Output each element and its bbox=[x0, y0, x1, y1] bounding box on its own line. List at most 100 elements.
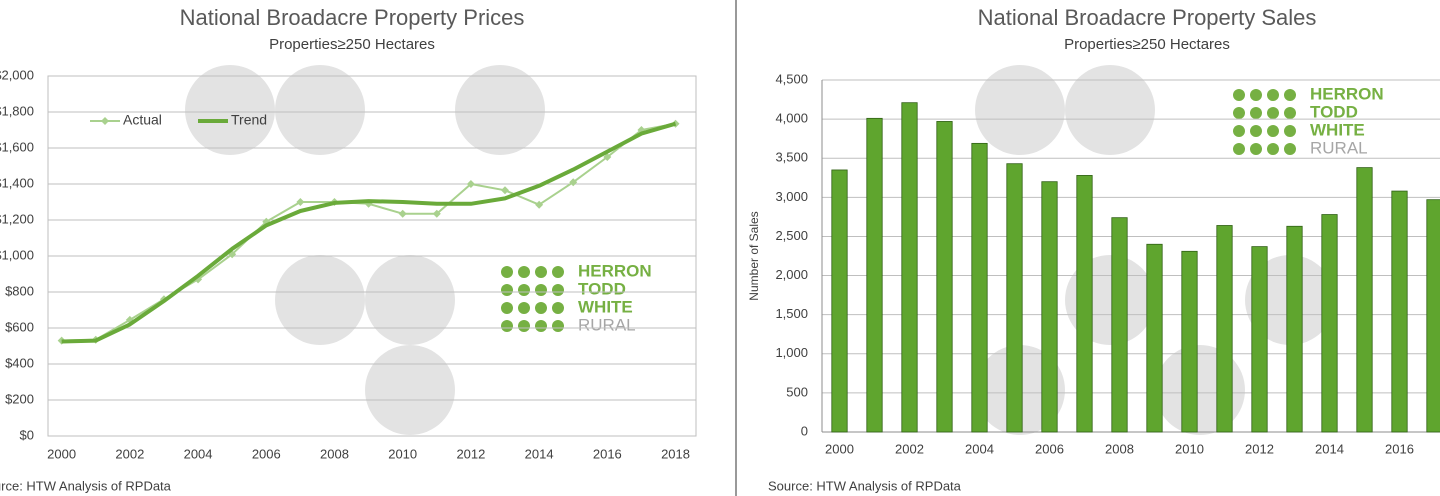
source: Source: HTW Analysis of RPData bbox=[0, 478, 172, 493]
logo-dot bbox=[1284, 107, 1296, 119]
logo-dot bbox=[1267, 143, 1279, 155]
x-tick-label: 2016 bbox=[593, 446, 622, 461]
bar bbox=[901, 102, 918, 433]
marker bbox=[432, 209, 441, 218]
x-tick-label: 2016 bbox=[1385, 441, 1414, 456]
logo-dot bbox=[535, 266, 547, 278]
y-tick-label: 0 bbox=[801, 423, 808, 438]
x-tick-label: 2018 bbox=[661, 446, 690, 461]
logo-dot bbox=[552, 320, 564, 332]
bar bbox=[866, 117, 883, 433]
logo-dot bbox=[1267, 89, 1279, 101]
x-tick-label: 2014 bbox=[525, 446, 554, 461]
logo-dot bbox=[1250, 107, 1262, 119]
logo-text: HERRON bbox=[1310, 84, 1384, 103]
bar bbox=[1216, 225, 1233, 433]
bar bbox=[1356, 167, 1373, 433]
y-tick-label: 2,000 bbox=[775, 267, 808, 282]
x-tick-label: 2012 bbox=[1245, 441, 1274, 456]
y-tick-label: $1,800 bbox=[0, 103, 34, 118]
bar bbox=[831, 169, 848, 433]
y-tick-label: 500 bbox=[786, 384, 808, 399]
marker bbox=[501, 186, 510, 195]
y-tick-label: 1,000 bbox=[775, 345, 808, 360]
x-tick-label: 2012 bbox=[456, 446, 485, 461]
legend-label: Actual bbox=[123, 112, 162, 128]
x-tick-label: 2004 bbox=[184, 446, 213, 461]
y-tick-label: 3,500 bbox=[775, 150, 808, 165]
x-tick-label: 2002 bbox=[895, 441, 924, 456]
logo-text: HERRON bbox=[578, 261, 652, 280]
bar bbox=[1321, 214, 1338, 433]
y-tick-label: $1,600 bbox=[0, 139, 34, 154]
bar bbox=[1076, 175, 1093, 433]
chart-title: National Broadacre Property Sales bbox=[978, 5, 1317, 30]
bar bbox=[1251, 246, 1268, 433]
marker bbox=[466, 180, 475, 188]
series-line bbox=[61, 121, 677, 344]
logo-dot bbox=[1267, 107, 1279, 119]
y-tick-label: $2,000 bbox=[0, 67, 34, 82]
y-tick-label: 4,500 bbox=[775, 71, 808, 86]
logo-text: RURAL bbox=[1310, 138, 1368, 157]
plot-border bbox=[47, 75, 697, 437]
bar bbox=[1006, 163, 1023, 433]
logo-dot bbox=[535, 302, 547, 314]
logo-dot bbox=[1267, 125, 1279, 137]
x-tick-label: 2006 bbox=[1035, 441, 1064, 456]
x-tick-label: 2010 bbox=[388, 446, 417, 461]
logo-dot bbox=[518, 266, 530, 278]
logo-dot bbox=[1284, 125, 1296, 137]
logo-dot bbox=[518, 284, 530, 296]
logo-text: WHITE bbox=[578, 297, 633, 316]
logo-dot bbox=[552, 302, 564, 314]
y-tick-label: 1,500 bbox=[775, 306, 808, 321]
logo-text: RURAL bbox=[578, 315, 636, 334]
bar bbox=[1146, 243, 1163, 433]
logo-dot bbox=[501, 302, 513, 314]
bar bbox=[971, 142, 988, 433]
marker bbox=[296, 198, 305, 206]
logo-dot bbox=[1284, 143, 1296, 155]
marker bbox=[569, 178, 578, 187]
y-tick-label: $1,000 bbox=[0, 247, 34, 262]
bar bbox=[1286, 225, 1303, 433]
x-tick-label: 2008 bbox=[320, 446, 349, 461]
logo-dot bbox=[501, 320, 513, 332]
marker bbox=[603, 153, 612, 161]
y-tick-label: 2,500 bbox=[775, 228, 808, 243]
legend-label: Trend bbox=[231, 112, 267, 128]
logo-text: WHITE bbox=[1310, 120, 1365, 139]
x-tick-label: 2000 bbox=[825, 441, 854, 456]
y-tick-label: $800 bbox=[5, 283, 34, 298]
chart-subtitle: Properties≥250 Hectares bbox=[1064, 36, 1230, 53]
x-tick-label: 2010 bbox=[1175, 441, 1204, 456]
logo-dot bbox=[535, 284, 547, 296]
logo-dot bbox=[518, 302, 530, 314]
x-tick-label: 2000 bbox=[47, 446, 76, 461]
logo-dot bbox=[1250, 143, 1262, 155]
logo-dot bbox=[1233, 143, 1245, 155]
y-tick-label: $1,400 bbox=[0, 175, 34, 190]
logo-dot bbox=[552, 266, 564, 278]
y-axis-title: Number of Sales bbox=[747, 211, 761, 300]
y-tick-label: $200 bbox=[5, 391, 34, 406]
logo-dot bbox=[535, 320, 547, 332]
bar bbox=[1391, 190, 1408, 433]
y-tick-label: $0 bbox=[20, 427, 34, 442]
logo-dot bbox=[501, 266, 513, 278]
chart-subtitle: Properties≥250 Hectares bbox=[269, 36, 435, 53]
source: Source: HTW Analysis of RPData bbox=[768, 478, 962, 493]
marker bbox=[535, 200, 544, 209]
legend-marker bbox=[101, 117, 109, 125]
y-tick-label: 4,000 bbox=[775, 111, 808, 126]
logo-dot bbox=[1233, 107, 1245, 119]
logo-dot bbox=[501, 284, 513, 296]
chart-title: National Broadacre Property Prices bbox=[180, 5, 525, 30]
x-tick-label: 2006 bbox=[252, 446, 281, 461]
bar bbox=[1181, 250, 1198, 433]
y-tick-label: $400 bbox=[5, 355, 34, 370]
bar bbox=[936, 121, 953, 433]
y-tick-label: 3,000 bbox=[775, 189, 808, 204]
